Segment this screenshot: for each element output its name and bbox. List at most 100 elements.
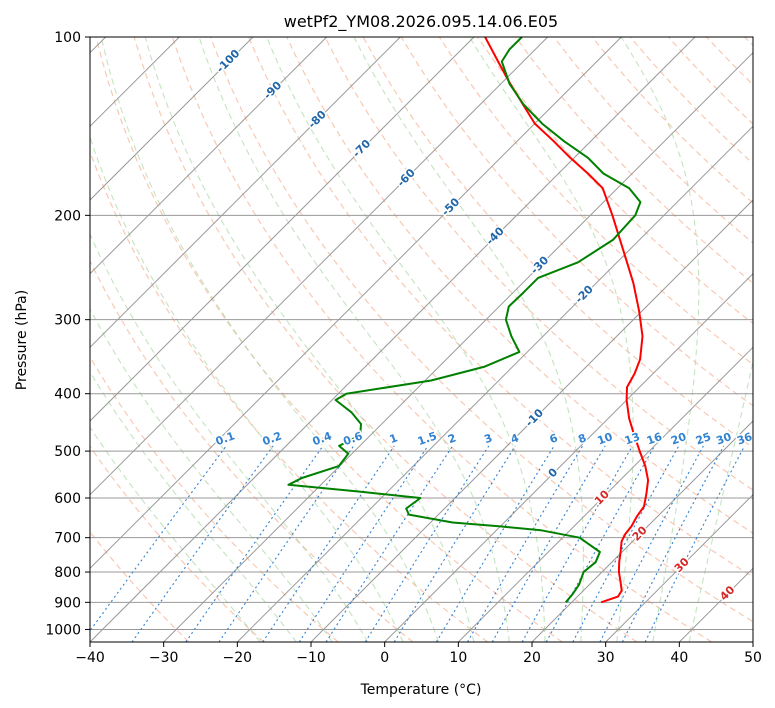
mixing-ratio-line	[262, 445, 395, 642]
mixing-ratio-line	[218, 445, 355, 642]
y-tick-label: 800	[54, 565, 81, 581]
mixing-ratio-line	[364, 445, 490, 642]
isotherm	[163, 51, 753, 642]
y-tick-label: 300	[54, 313, 81, 329]
isotherm	[90, 37, 622, 570]
isotherm	[678, 567, 753, 642]
dry-adiabat	[667, 37, 753, 125]
y-tick-label: 500	[54, 444, 81, 460]
x-tick-label: 0	[380, 650, 389, 666]
mixing-ratio-label: 6	[548, 431, 560, 446]
x-tick-label: −20	[223, 650, 253, 666]
mixing-ratio-label: 36	[735, 430, 754, 448]
isotherm	[605, 493, 753, 642]
dry-adiabat	[248, 37, 753, 578]
y-tick-label: 200	[54, 208, 81, 224]
mixing-ratio-line	[572, 445, 680, 642]
moist-adiabat	[90, 426, 261, 642]
x-axis-label: Temperature (°C)	[360, 682, 482, 698]
y-tick-label: 1000	[45, 622, 81, 638]
x-tick-label: 30	[597, 650, 615, 666]
dry-adiabat	[133, 37, 638, 642]
y-tick-label: 600	[54, 491, 81, 507]
moist-adiabat	[90, 370, 297, 642]
isotherm	[531, 420, 753, 642]
mixing-ratio-line	[467, 445, 584, 642]
moist-adiabat	[266, 37, 546, 642]
mixing-ratio-label: 30	[714, 430, 733, 448]
mixing-ratio-label: 13	[623, 430, 642, 447]
mixing-ratio-line	[521, 445, 633, 642]
dry-adiabat	[90, 355, 339, 642]
dry-adiabat	[90, 259, 414, 642]
isotherm	[384, 272, 753, 642]
dry-adiabat	[90, 445, 264, 642]
x-tick-label: 20	[523, 650, 541, 666]
dry-adiabat	[209, 37, 753, 623]
mixing-ratio-label: 3	[482, 431, 494, 446]
y-tick-label: 900	[54, 595, 81, 611]
moist-adiabat	[90, 135, 404, 642]
mixing-ratio-label: 20	[669, 430, 688, 448]
isotherm-label: 20	[630, 523, 650, 543]
dry-adiabat	[553, 37, 753, 244]
dry-adiabat	[591, 37, 753, 204]
mixing-ratio-label: 1.5	[416, 429, 439, 448]
isotherm	[90, 37, 475, 422]
dewpoint-profile	[287, 37, 642, 603]
moist-adiabat	[620, 37, 700, 642]
isotherm	[236, 125, 753, 642]
moist-adiabat	[353, 37, 584, 642]
mixing-ratio-label: 25	[694, 430, 713, 447]
mixing-ratio-line	[131, 445, 274, 642]
y-tick-label: 400	[54, 387, 81, 403]
moist-adiabat	[198, 37, 510, 642]
mixing-ratio-line	[644, 445, 746, 642]
moist-adiabat	[100, 37, 440, 642]
moist-adiabat	[90, 232, 369, 642]
x-tick-label: −30	[149, 650, 179, 666]
isotherm	[90, 37, 401, 349]
plot-frame	[89, 36, 754, 643]
moist-adiabat	[688, 358, 753, 642]
y-axis-label: Pressure (hPa)	[14, 290, 30, 390]
x-tick-label: 40	[670, 650, 688, 666]
dry-adiabat	[515, 37, 753, 284]
isotherm-label: -60	[394, 166, 417, 189]
mixing-ratio-label: 0.2	[261, 429, 284, 448]
dry-adiabat	[706, 37, 753, 86]
isotherm	[90, 37, 696, 642]
mixing-ratio-line	[90, 445, 227, 632]
dry-adiabat	[286, 37, 753, 534]
isotherm-label: 0	[546, 465, 561, 480]
moist-adiabat	[90, 307, 333, 642]
isotherm	[310, 199, 753, 642]
isotherm-label: -40	[484, 224, 507, 247]
dry-adiabat	[324, 37, 753, 491]
isotherm	[90, 37, 328, 275]
mixing-ratio-line	[393, 445, 516, 642]
mixing-ratio-line	[599, 445, 704, 642]
y-tick-label: 700	[54, 531, 81, 547]
dry-adiabat	[744, 37, 753, 47]
mixing-ratio-line	[491, 445, 606, 642]
y-axis: 100 200 300 400 500 600 700 800 900 1000	[45, 30, 90, 638]
dry-adiabat	[90, 150, 488, 642]
isotherm-label: -20	[573, 283, 596, 306]
mixing-ratio-line	[185, 445, 324, 642]
x-tick-label: 50	[744, 650, 762, 666]
dry-adiabat	[171, 37, 713, 642]
mixing-ratio-line	[298, 445, 429, 642]
chart-title: wetPf2_YM08.2026.095.14.06.E05	[284, 12, 558, 32]
mixing-ratio-label: 8	[576, 431, 588, 446]
x-tick-label: 10	[449, 650, 467, 666]
mixing-ratio-label: 16	[645, 430, 664, 448]
mixing-ratio-label: 0.1	[214, 429, 237, 448]
x-axis: −40 −30 −20 −10 0 10 20 30 40 50	[75, 642, 762, 666]
mixing-ratio-line	[435, 445, 555, 642]
isotherm	[90, 37, 549, 496]
isotherm-label: 40	[717, 583, 737, 603]
plot-area: -100-90-80-70-60-50-40-30-20-10010203040…	[90, 37, 754, 642]
isotherm	[752, 641, 753, 642]
